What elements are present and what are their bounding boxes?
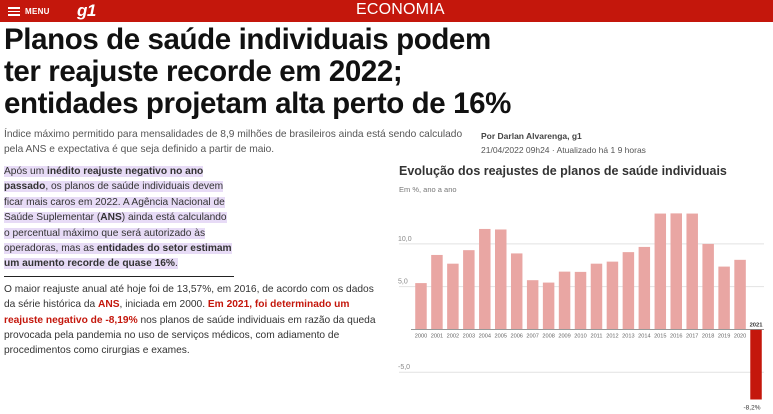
x-tick-label: 2011 [590, 333, 602, 339]
chart-subtitle: Em %, ano a ano [399, 185, 457, 194]
menu-button[interactable]: MENU [8, 5, 50, 18]
chart-bar [542, 282, 555, 330]
byline: Por Darlan Alvarenga, g1 21/04/2022 09h2… [481, 129, 761, 157]
lead-text-segment: inédito reajuste negativo no ano passado [4, 166, 204, 193]
data-label: -8,2% [744, 404, 761, 411]
menu-label: MENU [25, 7, 50, 16]
x-tick-label: 2001 [431, 333, 443, 339]
body-paragraph: O maior reajuste anual até hoje foi de 1… [4, 282, 386, 359]
bar-chart: 10,0 5,0 -5,0 2000 2001 2002 2003 2004 2005 2006 2… [398, 213, 764, 411]
hamburger-icon [8, 7, 20, 16]
highlight-year-label: 2021 [750, 322, 764, 328]
headline-line: entidades projetam alta perto de 16% [4, 87, 511, 120]
g1-logo[interactable]: g1 [77, 1, 96, 20]
x-tick-label: 2010 [574, 333, 586, 339]
publish-date: 21/04/2022 09h24 · Atualizado há 1 9 hor… [481, 145, 646, 155]
x-tick-label: 2009 [558, 333, 570, 339]
lead-text-segment: ANS [100, 212, 122, 224]
chart-bar [718, 266, 730, 330]
headline-line: ter reajuste recorde em 2022; [4, 55, 403, 88]
body-text-segment: O maior reajuste anual até hoje foi de 1… [4, 283, 374, 311]
x-tick-label: 2007 [526, 333, 538, 339]
x-tick-label: 2000 [415, 333, 427, 339]
chart-bar [479, 228, 491, 330]
x-tick-label: 2006 [510, 333, 522, 339]
chart-bar [510, 253, 523, 330]
article-body: Após um inédito reajuste negativo no ano… [4, 164, 386, 359]
chart-bar [431, 254, 443, 330]
section-title[interactable]: ECONOMIA [356, 1, 445, 18]
chart-bar [654, 213, 667, 330]
chart-bar [463, 250, 475, 330]
x-tick-label: 2020 [734, 333, 746, 339]
x-tick-label: 2008 [542, 333, 554, 339]
x-tick-label: 2016 [670, 333, 682, 339]
lead-text-segment: . [174, 258, 178, 270]
x-tick-label: 2012 [606, 333, 618, 339]
top-bar: MENU g1 ECONOMIA [0, 0, 773, 22]
x-tick-label: 2015 [654, 333, 666, 339]
x-tick-label: 2019 [718, 333, 730, 339]
x-tick-label: 2013 [622, 333, 634, 339]
headline-line: Planos de saúde individuais podem [4, 23, 491, 56]
x-tick-label: 2002 [447, 333, 459, 339]
chart-bar [622, 252, 635, 330]
body-text-segment: , iniciada em 2000. [119, 299, 208, 311]
body-text-segment: nos planos de saúde individuais em razão… [4, 314, 376, 357]
x-tick-label: 2018 [702, 333, 714, 339]
chart-bar [574, 271, 587, 330]
lead-highlight: Após um inédito reajuste negativo no ano… [4, 166, 232, 270]
chart-title: Evolução dos reajustes de planos de saúd… [399, 164, 727, 178]
lead-paragraph: Após um inédito reajuste negativo no ano… [4, 164, 234, 277]
lead-text-segment: Após um [4, 166, 48, 177]
headline: Planos de saúde individuais podem ter re… [4, 24, 604, 120]
lead-text-segment: entidades do setor estimam um aumento re… [4, 243, 232, 270]
y-tick-label: 5,0 [398, 279, 408, 286]
chart-bar [415, 283, 427, 330]
x-tick-label: 2014 [638, 333, 650, 339]
chart-bar [638, 246, 651, 330]
chart-bar [606, 261, 619, 330]
x-tick-label: 2005 [495, 333, 507, 339]
chart-bar [526, 280, 539, 330]
chart-bar [670, 213, 682, 330]
lead-text-segment: ) ainda está calculando o percentual máx… [4, 212, 227, 255]
chart-bar [750, 329, 762, 400]
author[interactable]: Por Darlan Alvarenga, g1 [481, 131, 582, 141]
highlighted-text: ANS [98, 299, 120, 311]
x-tick-label: 2017 [686, 333, 698, 339]
x-tick-label: 2004 [479, 333, 491, 339]
chart-bar [558, 271, 571, 330]
chart-bar [495, 229, 507, 330]
chart-bar [734, 259, 746, 330]
y-tick-label: -5,0 [398, 364, 410, 371]
x-tick-label: 2003 [463, 333, 475, 339]
chart-bar [447, 263, 459, 330]
chart-bar [686, 213, 698, 330]
highlighted-text: Em 2021, foi determinado um reajuste neg… [4, 299, 350, 326]
chart-bar [590, 263, 603, 330]
y-tick-label: 10,0 [398, 236, 412, 243]
chart-bar [702, 243, 714, 330]
lead-text-segment: , os planos de saúde individuais devem f… [4, 181, 225, 224]
article-subtitle: Índice máximo permitido para mensalidade… [4, 129, 463, 155]
